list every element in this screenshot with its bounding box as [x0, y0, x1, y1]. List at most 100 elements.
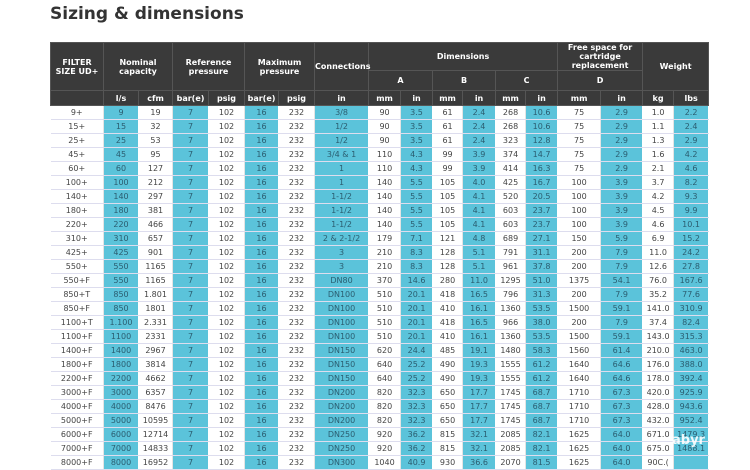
- table-cell: 2200: [103, 371, 139, 386]
- table-row: 425+ 425 901 7 102 16 232 3 210 8.3 128 5.1 791 31.1 2…: [50, 245, 710, 260]
- table-cell: 102: [208, 217, 246, 232]
- table-cell: 315.3: [673, 329, 710, 344]
- table-cell: 15: [103, 119, 139, 134]
- table-cell: 23.7: [525, 217, 559, 232]
- table-cell: 212: [138, 175, 173, 190]
- table-cell: 16: [244, 357, 280, 372]
- table-cell: 7: [172, 133, 209, 148]
- table-cell: 19.3: [462, 357, 497, 372]
- table-cell: 200: [557, 259, 602, 274]
- table-cell: 1-1/2: [314, 217, 370, 232]
- table-cell: 100: [557, 175, 602, 190]
- table-cell: 3.5: [400, 133, 434, 148]
- page-title: Sizing & dimensions: [50, 4, 244, 24]
- table-row: 45+ 45 95 7 102 16 232 3/4 & 1 110 4.3 99 3.9 374 14.…: [50, 147, 710, 162]
- table-cell: 110: [368, 161, 402, 176]
- table-row: 100+ 100 212 7 102 16 232 1 140 5.5 105 4.0 425 16.7 1…: [50, 175, 710, 190]
- table-cell: 67.3: [600, 399, 644, 414]
- table-cell: 100: [557, 203, 602, 218]
- table-cell: 16.1: [462, 301, 497, 316]
- header-c: C: [495, 70, 559, 91]
- table-cell: 268: [495, 105, 527, 120]
- table-cell: 2.9: [600, 119, 644, 134]
- table-cell: 381: [138, 203, 173, 218]
- table-cell: 4.6: [642, 217, 675, 232]
- table-cell: 82.1: [525, 427, 559, 442]
- filter-size-cell: 1100+F: [50, 329, 104, 344]
- table-cell: 61: [432, 119, 464, 134]
- table-cell: 16: [244, 203, 280, 218]
- table-cell: 176.0: [642, 357, 675, 372]
- table-cell: 232: [278, 133, 316, 148]
- table-cell: 603: [495, 203, 527, 218]
- table-cell: 59.1: [600, 329, 644, 344]
- table-cell: 1640: [557, 357, 602, 372]
- table-cell: 3/4 & 1: [314, 147, 370, 162]
- table-cell: 370: [368, 273, 402, 288]
- table-cell: 20.1: [400, 329, 434, 344]
- table-cell: 3.9: [600, 217, 644, 232]
- table-cell: 520: [495, 189, 527, 204]
- table-cell: 140: [368, 175, 402, 190]
- table-cell: 16: [244, 273, 280, 288]
- table-cell: 31.3: [525, 287, 559, 302]
- table-cell: 16.3: [525, 161, 559, 176]
- table-cell: 105: [432, 203, 464, 218]
- table-cell: 510: [368, 315, 402, 330]
- table-cell: 650: [432, 385, 464, 400]
- table-cell: 1/2: [314, 119, 370, 134]
- table-cell: 75: [557, 105, 602, 120]
- table-cell: 232: [278, 301, 316, 316]
- header-b: B: [432, 70, 497, 91]
- table-cell: 7: [172, 301, 209, 316]
- unit-header: mm: [368, 90, 402, 106]
- unit-header: in: [400, 90, 434, 106]
- table-cell: 796: [495, 287, 527, 302]
- table-cell: 650: [432, 399, 464, 414]
- table-cell: 36.2: [400, 427, 434, 442]
- table-cell: 32.1: [462, 427, 497, 442]
- table-cell: 16: [244, 231, 280, 246]
- table-cell: 32.3: [400, 413, 434, 428]
- unit-header: bar(e): [244, 90, 280, 106]
- table-cell: 102: [208, 105, 246, 120]
- table-cell: 1710: [557, 399, 602, 414]
- header-dimensions: Dimensions: [368, 42, 559, 71]
- table-cell: 102: [208, 259, 246, 274]
- table-cell: 640: [368, 357, 402, 372]
- table-cell: 102: [208, 385, 246, 400]
- table-cell: 5000: [103, 413, 139, 428]
- table-cell: 232: [278, 161, 316, 176]
- table-cell: 2085: [495, 441, 527, 456]
- table-cell: 102: [208, 315, 246, 330]
- table-cell: 150: [557, 231, 602, 246]
- table-cell: 232: [278, 427, 316, 442]
- table-cell: 920: [368, 427, 402, 442]
- unit-header: in: [600, 90, 644, 106]
- table-cell: 19.1: [462, 343, 497, 358]
- unit-header: in: [462, 90, 497, 106]
- table-cell: 1-1/2: [314, 189, 370, 204]
- header-free-space: Free space for cartridge replacement: [557, 42, 644, 71]
- table-cell: 16: [244, 105, 280, 120]
- table-cell: 95: [138, 147, 173, 162]
- table-cell: 820: [368, 413, 402, 428]
- table-cell: 16: [244, 399, 280, 414]
- filter-size-cell: 310+: [50, 231, 104, 246]
- table-cell: 4.8: [462, 231, 497, 246]
- table-cell: 550: [103, 259, 139, 274]
- table-cell: 466: [138, 217, 173, 232]
- table-cell: 102: [208, 147, 246, 162]
- table-cell: 102: [208, 175, 246, 190]
- table-cell: 232: [278, 231, 316, 246]
- table-row: 550+F 550 1165 7 102 16 232 DN80 370 14.6 280 11.0 1…: [50, 273, 710, 288]
- table-cell: 35.2: [642, 287, 675, 302]
- table-cell: 14.6: [400, 273, 434, 288]
- filter-size-cell: 60+: [50, 161, 104, 176]
- filter-size-cell: 4000+F: [50, 399, 104, 414]
- table-cell: 232: [278, 105, 316, 120]
- table-cell: 179: [368, 231, 402, 246]
- table-cell: 102: [208, 329, 246, 344]
- table-cell: 7: [172, 105, 209, 120]
- filter-size-cell: 9+: [50, 105, 104, 120]
